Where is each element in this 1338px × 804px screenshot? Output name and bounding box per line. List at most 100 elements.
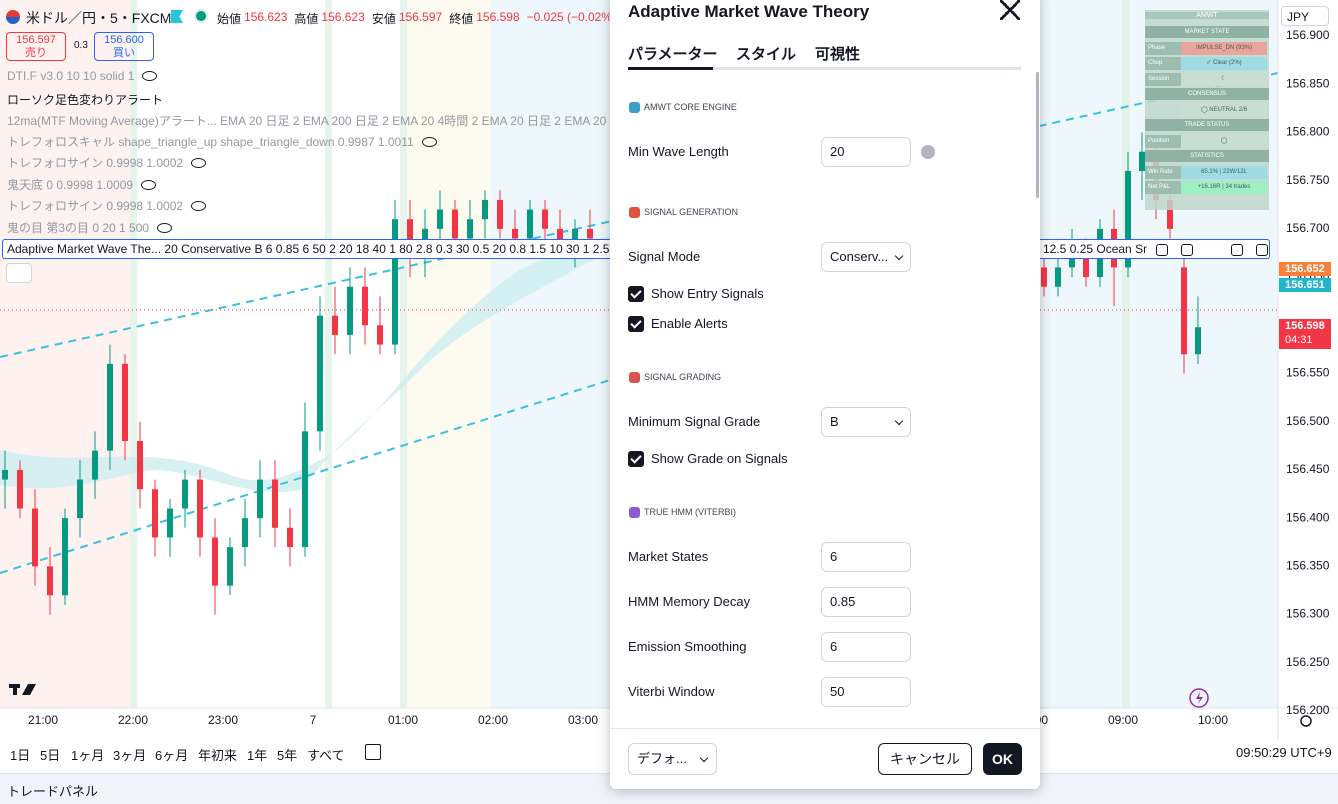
info-icon[interactable] bbox=[921, 145, 935, 159]
close-button[interactable] bbox=[1000, 0, 1020, 20]
section-icon bbox=[629, 372, 640, 383]
range-button[interactable]: 5年 bbox=[277, 748, 298, 763]
collapse-button[interactable] bbox=[6, 263, 32, 283]
ohlc-label: 始値 bbox=[217, 12, 242, 26]
input[interactable]: 0.85 bbox=[821, 587, 911, 617]
cloud bbox=[0, 236, 610, 493]
trade-panel[interactable]: トレードパネル bbox=[7, 784, 99, 799]
dialog-content: AMWT CORE ENGINE Min Wave Length 20 SIGNAL … bbox=[610, 72, 1040, 728]
defaults-select[interactable]: デフォ... bbox=[628, 743, 717, 775]
price-tick-label: 156.850 bbox=[1286, 76, 1330, 90]
legend-button[interactable] bbox=[1156, 244, 1168, 256]
range-button[interactable]: 年初来 bbox=[198, 748, 238, 763]
select[interactable]: Conserv... bbox=[821, 242, 911, 272]
indicator-legend[interactable]: トレフォロサイン 0.9998 1.0002 bbox=[7, 154, 207, 171]
range-button[interactable]: 5日 bbox=[40, 748, 61, 763]
buy-price: 156.600 bbox=[104, 34, 144, 46]
range-button[interactable]: すべて bbox=[307, 748, 345, 763]
range-button[interactable]: 1年 bbox=[247, 748, 268, 763]
time-tick-label: 22:00 bbox=[118, 713, 148, 727]
session-band bbox=[490, 0, 610, 708]
field-label: Show Entry Signals bbox=[651, 286, 764, 301]
price-tag: 156.651 bbox=[1279, 278, 1331, 293]
tab[interactable]: 可視性 bbox=[815, 46, 861, 63]
range-button[interactable]: 1日 bbox=[10, 748, 31, 763]
legend-button[interactable] bbox=[1231, 244, 1243, 256]
indicator-legend[interactable]: トレフォロスキャル shape_triangle_up shape_triang… bbox=[7, 133, 437, 150]
indicator-legend[interactable]: 鬼の目 第3の目 0 20 1 500 bbox=[7, 219, 173, 236]
tab[interactable]: パラメーター bbox=[628, 46, 718, 63]
input[interactable]: 6 bbox=[821, 632, 911, 662]
alert-icon[interactable] bbox=[1189, 688, 1209, 708]
ok-button[interactable]: OK bbox=[983, 743, 1022, 775]
time-tick-label: 09:00 bbox=[1108, 713, 1138, 727]
candle-body bbox=[212, 537, 218, 586]
field-value: B bbox=[830, 414, 839, 429]
settings-dialog: Adaptive Market Wave Theory パラメーター スタイル 可視性… bbox=[610, 0, 1040, 789]
amwt-label: Win Rate bbox=[1145, 165, 1182, 179]
spread: 0.3 bbox=[74, 40, 88, 51]
symbol[interactable]: 米ドル／円・5・FXCM bbox=[26, 10, 172, 26]
indicator-legend[interactable]: DTI.F v3.0 10 10 solid 1 bbox=[7, 69, 158, 83]
hide-icon[interactable] bbox=[142, 71, 158, 81]
amwt-label: Net P&L bbox=[1145, 181, 1182, 194]
candle-body bbox=[1181, 267, 1187, 355]
indicator-legend[interactable]: トレフォロサイン 0.9998 1.0002 bbox=[7, 197, 207, 214]
replay-icon[interactable] bbox=[365, 744, 381, 760]
settings-icon[interactable] bbox=[1300, 715, 1312, 727]
sell-button[interactable]: 156.597 売り bbox=[6, 32, 66, 61]
range-button[interactable]: 1ヶ月 bbox=[71, 748, 105, 763]
tab[interactable]: スタイル bbox=[736, 46, 797, 63]
checkbox[interactable] bbox=[628, 316, 644, 332]
indicator-text: トレフォロスキャル shape_triangle_up shape_triang… bbox=[7, 135, 414, 149]
alert-icon bbox=[1196, 692, 1203, 704]
amwt-section: MARKET STATE bbox=[1145, 26, 1269, 38]
candle-body bbox=[197, 479, 203, 538]
candle-body bbox=[122, 363, 128, 441]
input[interactable]: 20 bbox=[821, 137, 911, 167]
price-tick-label: 156.200 bbox=[1286, 703, 1330, 717]
hide-icon[interactable] bbox=[141, 179, 157, 190]
legend-button[interactable] bbox=[1181, 244, 1193, 256]
candle-body bbox=[47, 566, 53, 596]
amwt-label: Phase bbox=[1145, 41, 1182, 55]
input[interactable]: 6 bbox=[821, 542, 911, 572]
field-label: Min Wave Length bbox=[628, 144, 729, 159]
input[interactable]: 50 bbox=[821, 677, 911, 707]
candle-body bbox=[137, 441, 143, 490]
ohlc-label: 高値 bbox=[294, 12, 319, 26]
indicator-legend[interactable]: 12ma(MTF Moving Average)アラート... EMA 20 日… bbox=[7, 112, 689, 129]
candle-body bbox=[407, 219, 413, 258]
amwt-value: IMPULSE_DN (93%) bbox=[1181, 41, 1267, 55]
indicator-legend[interactable]: 鬼天底 0 0.9998 1.0009 bbox=[7, 176, 157, 193]
candle-body bbox=[32, 508, 38, 567]
candle-body bbox=[242, 518, 248, 548]
price-tick-label: 156.550 bbox=[1286, 366, 1330, 380]
buy-button[interactable]: 156.600 買い bbox=[94, 32, 154, 61]
currency-select[interactable]: JPY bbox=[1281, 6, 1329, 26]
candle-body bbox=[272, 479, 278, 528]
range-button[interactable]: 6ヶ月 bbox=[155, 748, 189, 763]
main-indicator-params: Adaptive Market Wave The... 20 Conservat… bbox=[7, 242, 630, 256]
hide-icon[interactable] bbox=[191, 157, 207, 168]
hide-icon[interactable] bbox=[191, 200, 207, 211]
checkbox[interactable] bbox=[628, 451, 644, 467]
candle-body bbox=[347, 286, 353, 335]
indicator-text: 鬼天底 0 0.9998 1.0009 bbox=[7, 178, 134, 192]
range-button[interactable]: 3ヶ月 bbox=[113, 748, 147, 763]
legend-button[interactable] bbox=[1256, 244, 1268, 256]
checkbox[interactable] bbox=[628, 286, 644, 302]
candle-body bbox=[1083, 248, 1089, 278]
indicator-text: 12ma(MTF Moving Average)アラート... EMA 20 日… bbox=[7, 114, 690, 128]
hide-icon[interactable] bbox=[421, 136, 437, 147]
candle-body bbox=[152, 489, 158, 538]
time-tick-label: 02:00 bbox=[478, 713, 508, 727]
hide-icon[interactable] bbox=[157, 222, 173, 233]
candle-body bbox=[1125, 171, 1131, 268]
cancel-button[interactable]: キャンセル bbox=[878, 743, 972, 775]
select[interactable]: B bbox=[821, 407, 911, 437]
amwt-section: CONSENSUS bbox=[1145, 88, 1269, 100]
field-value: Conserv... bbox=[830, 249, 889, 264]
indicator-legend[interactable]: ローソク足色変わりアラート bbox=[7, 91, 163, 108]
candle-body bbox=[1139, 151, 1145, 171]
